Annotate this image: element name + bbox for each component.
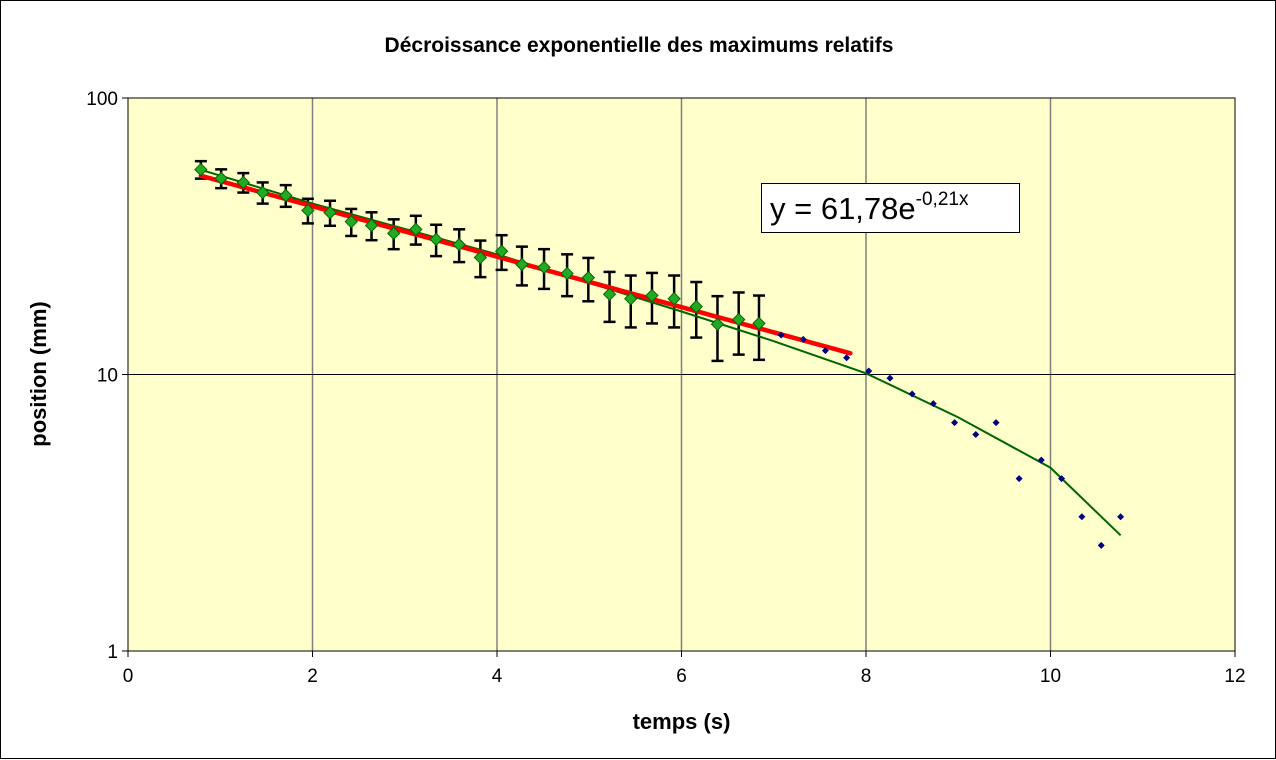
data-point-extra [929, 400, 937, 408]
data-point-extra [1097, 541, 1105, 549]
data-point [194, 162, 208, 177]
data-point [537, 260, 551, 275]
data-point [710, 317, 725, 331]
data-point-extra [908, 390, 916, 398]
data-point-extra [1015, 475, 1023, 483]
data-point-extra [865, 367, 873, 375]
data-point [752, 316, 766, 331]
data-point [494, 244, 509, 258]
x-tick-label: 0 [123, 666, 134, 687]
y-tick-label: 100 [86, 89, 118, 110]
chart-title: Décroissance exponentielle des maximums … [384, 34, 894, 57]
y-axis-label: position (mm) [26, 301, 51, 447]
data-point [667, 291, 681, 306]
data-point [581, 270, 596, 285]
equation-text: y = 61,78e [770, 191, 916, 226]
data-point-extra [1078, 513, 1086, 521]
data-point [645, 288, 659, 303]
data-point [452, 237, 466, 252]
y-tick-label: 10 [97, 366, 118, 387]
data-point-extra [992, 419, 1000, 427]
data-point [255, 185, 270, 200]
data-point-extra [799, 335, 807, 343]
data-point [364, 218, 379, 233]
data-point [214, 171, 228, 186]
x-tick-label: 10 [1040, 666, 1061, 687]
data-point-extra [972, 430, 980, 438]
data-point [301, 203, 315, 218]
data-point [279, 188, 293, 203]
x-tick-label: 6 [676, 666, 687, 687]
data-point [731, 312, 746, 327]
data-point [689, 299, 703, 314]
data-point [624, 291, 638, 306]
y-tick-label: 1 [107, 642, 118, 663]
data-point [409, 222, 423, 237]
data-point [386, 226, 401, 241]
data-point-extra [843, 354, 851, 362]
data-point-extra [1117, 513, 1125, 521]
data-point-extra [1037, 456, 1045, 464]
equation-label: y = 61,78e-0,21x [761, 183, 1020, 233]
data-point [515, 257, 529, 272]
data-point [429, 232, 443, 247]
data-point [344, 214, 358, 229]
data-point-extra [821, 347, 829, 355]
data-point [473, 250, 488, 265]
data-point-extra [1058, 475, 1066, 483]
plot-border [127, 97, 1236, 652]
x-tick-label: 8 [861, 666, 872, 687]
x-axis-label: temps (s) [632, 709, 731, 734]
data-point-extra [886, 374, 894, 382]
data-point [560, 266, 574, 281]
x-tick-label: 12 [1224, 666, 1245, 687]
equation-exponent: -0,21x [915, 189, 969, 210]
data-point [602, 287, 617, 302]
data-point-extra [777, 331, 785, 339]
data-point [323, 205, 337, 220]
x-tick-label: 2 [307, 666, 318, 687]
data-point [236, 175, 251, 190]
x-tick-label: 4 [492, 666, 503, 687]
trend-line [200, 168, 1122, 537]
data-point-extra [951, 419, 959, 427]
